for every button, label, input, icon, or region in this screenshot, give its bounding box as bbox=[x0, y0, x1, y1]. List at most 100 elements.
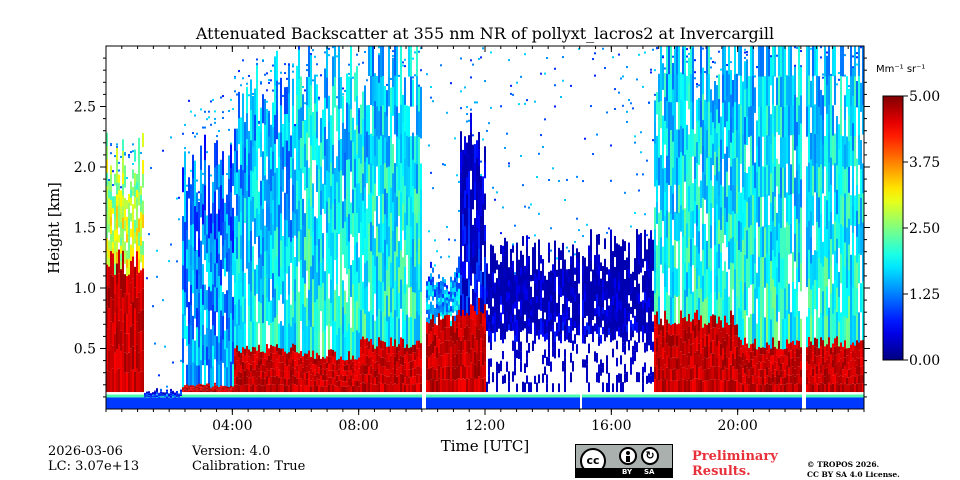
backscatter-cell bbox=[526, 310, 528, 322]
backscatter-cell bbox=[648, 306, 650, 318]
noise-speckle bbox=[640, 131, 642, 134]
backscatter-cell bbox=[240, 211, 242, 236]
surface-edge-cell bbox=[130, 394, 132, 398]
backscatter-cell bbox=[326, 263, 328, 295]
surface-layer-cell bbox=[400, 396, 402, 409]
backscatter-cell bbox=[400, 249, 402, 280]
backscatter-cell bbox=[160, 391, 162, 393]
surface-layer-cell bbox=[498, 396, 500, 409]
backscatter-cell bbox=[344, 128, 346, 153]
backscatter-cell bbox=[126, 233, 128, 243]
backscatter-column bbox=[166, 385, 168, 409]
backscatter-cell bbox=[116, 251, 118, 264]
backscatter-cell bbox=[122, 183, 124, 196]
noise-speckle bbox=[248, 94, 250, 97]
backscatter-cell bbox=[636, 270, 638, 282]
backscatter-cell bbox=[446, 308, 448, 312]
backscatter-cell bbox=[184, 151, 186, 176]
backscatter-cell bbox=[238, 221, 240, 248]
backscatter-column bbox=[670, 46, 672, 409]
backscatter-cell bbox=[454, 291, 456, 297]
boundary-layer-cell bbox=[364, 356, 366, 366]
surface-edge-cell bbox=[238, 394, 240, 398]
backscatter-cell bbox=[238, 195, 240, 222]
boundary-layer-cell bbox=[306, 379, 308, 386]
backscatter-cell bbox=[560, 314, 562, 325]
backscatter-cell bbox=[292, 210, 294, 238]
noise-speckle bbox=[568, 250, 570, 253]
noise-speckle bbox=[176, 260, 178, 263]
backscatter-cell bbox=[140, 245, 142, 254]
boundary-layer-cell bbox=[320, 364, 322, 370]
surface-layer-cell bbox=[300, 396, 302, 409]
noise-speckle bbox=[472, 134, 474, 137]
backscatter-cell bbox=[170, 396, 172, 398]
surface-edge-cell bbox=[300, 394, 302, 398]
backscatter-cell bbox=[344, 221, 346, 245]
boundary-layer-cell bbox=[622, 332, 624, 343]
backscatter-cell bbox=[564, 332, 566, 342]
backscatter-cell bbox=[620, 309, 622, 320]
boundary-layer-cell bbox=[278, 377, 280, 385]
backscatter-cell bbox=[490, 266, 492, 278]
boundary-layer-cell bbox=[212, 387, 214, 389]
backscatter-column bbox=[184, 123, 186, 409]
backscatter-cell bbox=[200, 359, 202, 384]
boundary-layer-cell bbox=[394, 383, 396, 393]
boundary-layer-cell bbox=[400, 355, 402, 365]
backscatter-cell bbox=[602, 272, 604, 281]
backscatter-cell bbox=[402, 257, 404, 285]
backscatter-cell bbox=[484, 162, 486, 179]
backscatter-cell bbox=[520, 266, 522, 276]
boundary-layer-cell bbox=[214, 385, 216, 388]
backscatter-cell bbox=[388, 75, 390, 107]
boundary-layer-cell bbox=[314, 386, 316, 393]
boundary-layer-cell bbox=[286, 372, 288, 380]
backscatter-cell bbox=[342, 122, 344, 150]
backscatter-cell bbox=[210, 271, 212, 292]
backscatter-cell bbox=[354, 129, 356, 159]
backscatter-cell bbox=[394, 250, 396, 281]
backscatter-cell bbox=[658, 157, 660, 186]
surface-layer-cell bbox=[200, 396, 202, 409]
boundary-layer-cell bbox=[330, 370, 332, 378]
noise-speckle bbox=[222, 95, 224, 98]
backscatter-cell bbox=[672, 62, 674, 90]
backscatter-cell bbox=[674, 101, 676, 130]
backscatter-cell bbox=[544, 319, 546, 327]
backscatter-cell bbox=[240, 328, 242, 353]
backscatter-cell bbox=[234, 150, 236, 173]
backscatter-column bbox=[154, 342, 156, 409]
backscatter-cell bbox=[114, 196, 116, 208]
backscatter-cell bbox=[356, 124, 358, 155]
boundary-layer-cell bbox=[598, 364, 600, 374]
backscatter-cell bbox=[590, 302, 592, 314]
backscatter-column bbox=[502, 206, 504, 409]
surface-layer-cell bbox=[318, 396, 320, 409]
boundary-layer-cell bbox=[482, 352, 484, 366]
boundary-layer-cell bbox=[352, 373, 354, 380]
backscatter-column bbox=[330, 115, 332, 409]
boundary-layer-cell bbox=[218, 390, 220, 392]
backscatter-cell bbox=[626, 257, 628, 266]
backscatter-cell bbox=[400, 191, 402, 222]
backscatter-cell bbox=[210, 290, 212, 311]
backscatter-cell bbox=[128, 234, 130, 243]
boundary-layer-cell bbox=[470, 377, 472, 393]
boundary-layer-cell bbox=[200, 389, 202, 391]
backscatter-cell bbox=[434, 288, 436, 294]
backscatter-cell bbox=[226, 347, 228, 368]
backscatter-cell bbox=[238, 91, 240, 119]
backscatter-cell bbox=[204, 334, 206, 361]
backscatter-cell bbox=[140, 194, 142, 204]
backscatter-cell bbox=[616, 243, 618, 254]
surface-layer-cell bbox=[156, 396, 158, 409]
backscatter-cell bbox=[376, 285, 378, 317]
boundary-layer-cell bbox=[300, 364, 302, 372]
boundary-layer-cell bbox=[470, 362, 472, 378]
backscatter-cell bbox=[514, 294, 516, 302]
boundary-layer-cell bbox=[350, 364, 352, 371]
backscatter-cell bbox=[112, 202, 114, 209]
boundary-layer-cell bbox=[238, 371, 240, 379]
backscatter-cell bbox=[188, 364, 190, 386]
